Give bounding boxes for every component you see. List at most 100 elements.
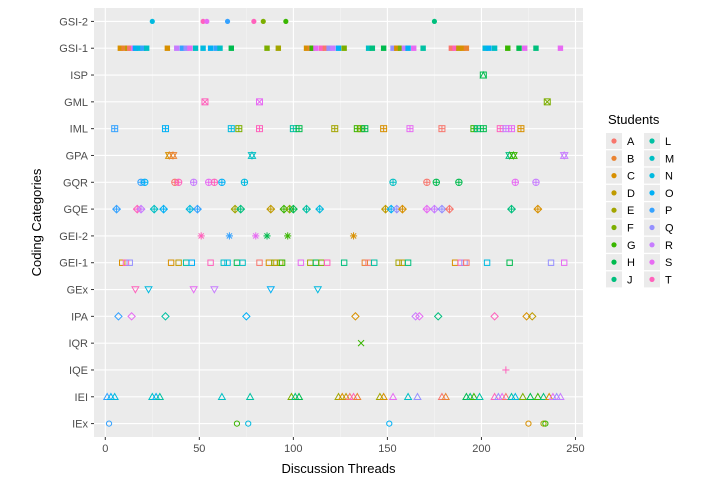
legend-label: C <box>627 171 635 183</box>
data-point <box>275 45 282 51</box>
data-point <box>220 259 227 266</box>
legend-label: P <box>665 205 672 217</box>
data-point <box>175 259 182 266</box>
legend-item: H <box>606 254 635 271</box>
data-point <box>127 45 133 51</box>
legend-swatch <box>649 190 655 196</box>
data-point <box>266 204 276 214</box>
data-point <box>506 259 513 266</box>
data-point <box>508 125 516 133</box>
data-point <box>463 45 470 51</box>
data-point <box>448 45 455 51</box>
data-point <box>315 204 325 214</box>
data-point <box>525 420 532 427</box>
y-tick-label: ISP <box>70 70 88 82</box>
legend-swatch <box>649 259 655 265</box>
data-point <box>200 45 206 51</box>
data-point <box>533 204 543 214</box>
data-point <box>136 45 142 51</box>
data-point <box>131 286 140 294</box>
data-point <box>511 178 519 186</box>
legend-label: T <box>665 274 672 286</box>
data-point <box>263 232 271 240</box>
x-tick-label: 50 <box>193 443 205 455</box>
data-point <box>192 45 199 51</box>
legend-label: D <box>627 188 635 200</box>
legend-item: C <box>606 167 635 184</box>
data-point <box>441 392 450 401</box>
data-point <box>119 259 126 266</box>
data-point <box>227 125 235 133</box>
data-point <box>126 259 133 266</box>
data-point <box>397 204 407 214</box>
legend-swatch <box>611 155 617 161</box>
data-point <box>543 98 551 106</box>
data-point <box>303 45 310 51</box>
data-point <box>251 18 257 25</box>
legend-item: R <box>644 236 673 253</box>
legend-title: Students <box>608 112 660 127</box>
data-point <box>501 392 511 401</box>
legend-label: F <box>627 223 634 235</box>
data-point <box>533 392 543 401</box>
data-point <box>144 286 153 294</box>
data-point <box>463 259 470 266</box>
data-point <box>521 45 528 51</box>
data-point <box>204 18 210 25</box>
data-point <box>406 125 414 133</box>
data-point <box>455 178 463 186</box>
data-point <box>557 45 564 51</box>
data-point <box>516 45 522 51</box>
data-point <box>526 392 535 401</box>
data-point <box>380 45 387 51</box>
legend-swatch <box>611 190 617 196</box>
data-point <box>340 259 348 266</box>
data-point <box>136 204 146 214</box>
data-point <box>423 178 431 186</box>
data-point <box>404 259 412 266</box>
y-tick-label: GEx <box>67 285 89 297</box>
data-point <box>141 178 149 186</box>
legend-label: N <box>665 171 673 183</box>
data-point <box>517 125 525 133</box>
data-point <box>491 45 498 51</box>
data-point <box>511 392 520 401</box>
legend-item: P <box>644 202 672 219</box>
legend-swatch <box>611 224 617 231</box>
data-point <box>532 178 540 186</box>
legend-item: G <box>606 236 636 253</box>
data-point <box>527 312 537 321</box>
data-point <box>224 18 231 25</box>
data-point <box>335 45 342 51</box>
data-point <box>235 125 243 133</box>
data-point <box>388 392 398 401</box>
data-point <box>313 45 319 51</box>
y-tick-label: IPA <box>71 311 89 323</box>
data-point <box>179 45 186 51</box>
data-point <box>395 259 402 266</box>
y-tick-label: IQE <box>69 365 88 377</box>
data-point <box>127 312 136 321</box>
data-point <box>411 312 420 321</box>
data-point <box>256 125 264 133</box>
data-point <box>121 45 127 51</box>
data-point <box>236 204 246 214</box>
legend-label: A <box>627 136 635 148</box>
legend-item: O <box>644 184 674 201</box>
data-point <box>266 286 276 294</box>
data-point <box>547 259 555 266</box>
legend-label: M <box>665 153 674 165</box>
legend-item: S <box>644 254 672 271</box>
data-point <box>185 204 195 214</box>
data-point <box>132 45 139 51</box>
legend-label: G <box>627 240 636 252</box>
y-tick-label: GPA <box>66 150 89 162</box>
y-tick-label: GSI-2 <box>59 16 88 28</box>
y-tick-label: IML <box>70 124 88 136</box>
data-points <box>102 18 569 427</box>
legend-swatch <box>611 276 617 282</box>
legend-swatch <box>611 242 617 248</box>
x-tick-label: 100 <box>284 443 302 455</box>
